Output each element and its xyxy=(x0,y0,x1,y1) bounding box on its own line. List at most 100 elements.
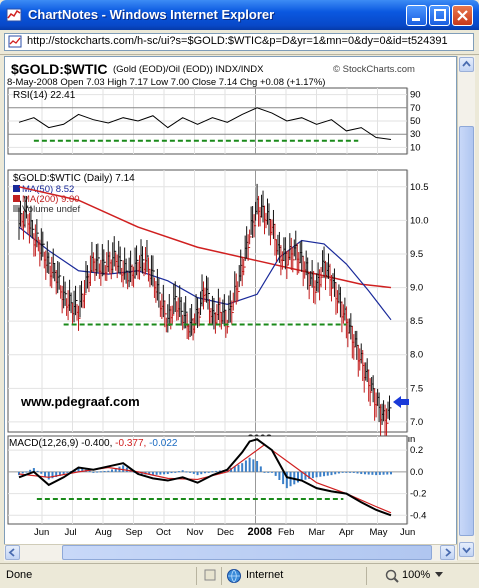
macd-hist-bar xyxy=(114,468,117,472)
macd-signal-line xyxy=(18,443,392,514)
month-label: Nov xyxy=(187,527,204,538)
macd-hist-bar xyxy=(58,471,61,476)
macd-signal-value: -0.377, xyxy=(115,438,146,449)
close-button[interactable] xyxy=(452,5,473,26)
macd-hist-bar xyxy=(334,471,337,475)
macd-hist-bar xyxy=(96,471,99,473)
macd-hist-bar xyxy=(382,471,385,475)
price-tick-label: 8.5 xyxy=(410,316,423,327)
horizontal-scroll-thumb[interactable] xyxy=(62,545,432,560)
price-tick-label: 7.5 xyxy=(410,383,423,394)
ma50-swatch xyxy=(13,185,20,192)
vertical-scrollbar[interactable] xyxy=(457,56,475,560)
price-tick-label: 9.0 xyxy=(410,283,423,294)
macd-hist-bar xyxy=(375,471,378,476)
price-tick-label: 7.0 xyxy=(410,417,423,428)
macd-hist-bar xyxy=(122,465,125,472)
scroll-down-button[interactable] xyxy=(459,542,474,557)
macd-hist-bar xyxy=(341,471,344,473)
month-label: May xyxy=(370,527,388,538)
vertical-scroll-thumb[interactable] xyxy=(459,126,474,536)
month-label: Sep xyxy=(126,527,143,538)
macd-hist-bar xyxy=(315,471,318,478)
chevron-down-icon[interactable] xyxy=(434,571,444,579)
ma200-line xyxy=(18,186,392,289)
rsi-label: RSI(14) 22.41 xyxy=(13,90,76,101)
rsi-tick-label: 30 xyxy=(410,129,421,140)
macd-hist-bar xyxy=(174,471,177,473)
zoom-level[interactable]: 100% xyxy=(402,569,431,581)
macd-hist-bar xyxy=(177,471,180,473)
macd-hist-bar xyxy=(166,471,169,475)
zone-text: Internet xyxy=(246,569,284,581)
macd-hist-bar xyxy=(107,470,110,472)
rsi-tick-label: 90 xyxy=(410,90,421,101)
macd-hist-bar xyxy=(196,471,199,476)
arrow-right-icon xyxy=(445,548,452,557)
status-text: Done xyxy=(6,569,33,581)
price-tick-label: 8.0 xyxy=(410,350,423,361)
scroll-up-button[interactable] xyxy=(459,57,474,72)
minimize-icon xyxy=(412,18,420,21)
macd-hist-bar xyxy=(77,467,80,472)
minimize-button[interactable] xyxy=(406,5,427,26)
horizontal-scrollbar[interactable] xyxy=(4,544,457,561)
macd-hist-bar xyxy=(32,468,35,472)
macd-hist-bar xyxy=(29,469,32,472)
macd-hist-bar xyxy=(360,471,363,475)
macd-tick-label: -0.4 xyxy=(410,510,426,521)
macd-hist-bar xyxy=(311,471,314,479)
maximize-button[interactable] xyxy=(429,5,450,26)
macd-hist-bar xyxy=(244,460,247,472)
month-label: Jun xyxy=(34,527,49,538)
month-label: Mar xyxy=(309,527,325,538)
window-title: ChartNotes - Windows Internet Explorer xyxy=(28,7,275,22)
macd-tick-label: 0.2 xyxy=(410,445,423,456)
macd-hist-bar xyxy=(189,471,192,473)
macd-hist-bar xyxy=(345,471,348,473)
macd-hist-bar xyxy=(92,471,95,473)
month-label: 2008 xyxy=(248,526,272,538)
maximize-icon xyxy=(434,9,446,21)
scroll-left-button[interactable] xyxy=(5,545,20,560)
volume-label: Volume undef xyxy=(22,204,80,215)
zoom-icon[interactable] xyxy=(384,568,400,584)
lock-icon xyxy=(204,569,216,581)
price-tick-label: 9.5 xyxy=(410,249,423,260)
macd-hist-bar xyxy=(241,463,244,472)
page-icon xyxy=(8,35,22,48)
status-bar: Done Internet 100% xyxy=(0,563,479,588)
macd-hist-bar xyxy=(356,471,359,474)
macd-hist-bar xyxy=(297,471,299,483)
macd-hist-bar xyxy=(230,468,233,472)
macd-hist-bar xyxy=(207,471,210,473)
macd-label: MACD(12,26,9) -0.400, -0.377, -0.022 xyxy=(9,438,178,449)
macd-line xyxy=(18,438,392,517)
macd-hist-bar xyxy=(337,471,340,474)
close-icon xyxy=(457,10,468,21)
price-label: $GOLD:$WTIC (Daily) 7.14 xyxy=(13,173,135,184)
price-bars xyxy=(18,183,392,439)
url-text: http://stockcharts.com/h-sc/ui?s=$GOLD:$… xyxy=(27,35,448,47)
scroll-right-button[interactable] xyxy=(440,545,455,560)
macd-hist-bar xyxy=(378,471,381,475)
arrow-up-icon xyxy=(462,60,471,67)
month-label: Aug xyxy=(95,527,112,538)
macd-hist-bar xyxy=(274,471,277,476)
macd-hist-bar xyxy=(40,471,43,474)
arrow-left-icon xyxy=(393,396,409,408)
url-field[interactable]: http://stockcharts.com/h-sc/ui?s=$GOLD:$… xyxy=(4,33,474,51)
macd-hist-bar xyxy=(25,471,28,473)
macd-hist-bar xyxy=(352,471,355,473)
ma50-label: MA(50) 8.52 xyxy=(22,184,74,195)
watermark-text: www.pdegraaf.com xyxy=(20,394,140,409)
ma50-line xyxy=(18,226,392,321)
macd-hist-bar xyxy=(326,471,329,476)
macd-hist-bar xyxy=(285,471,288,489)
macd-hist-bar xyxy=(248,457,251,472)
macd-hist-bar xyxy=(47,471,50,480)
globe-icon xyxy=(227,569,241,583)
macd-hist-bar xyxy=(252,459,255,472)
macd-tick-label: -0.2 xyxy=(410,489,426,500)
